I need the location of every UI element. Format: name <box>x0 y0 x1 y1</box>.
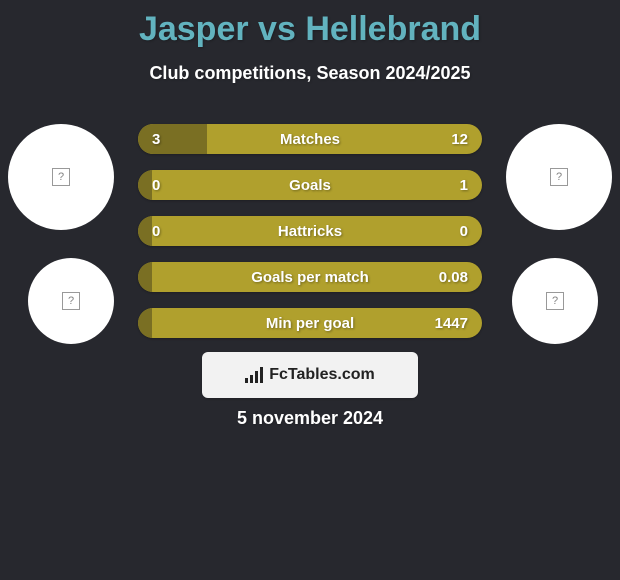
avatar-circle-top-right: ? <box>506 124 612 230</box>
stat-label: Min per goal <box>138 308 482 338</box>
stat-bar: 3 Matches 12 <box>138 124 482 154</box>
stat-right-value: 12 <box>451 124 468 154</box>
placeholder-image-icon: ? <box>546 292 564 310</box>
stat-right-value: 0 <box>460 216 468 246</box>
stat-bar: 0 Goals 1 <box>138 170 482 200</box>
placeholder-image-icon: ? <box>62 292 80 310</box>
stat-label: Goals <box>138 170 482 200</box>
stat-label: Goals per match <box>138 262 482 292</box>
stat-label: Hattricks <box>138 216 482 246</box>
stat-right-value: 1 <box>460 170 468 200</box>
avatar-circle-top-left: ? <box>8 124 114 230</box>
stat-bar: Min per goal 1447 <box>138 308 482 338</box>
logo-label: FcTables.com <box>269 366 375 384</box>
stat-right-value: 1447 <box>435 308 468 338</box>
player2-name: Hellebrand <box>305 10 481 48</box>
logo-text: FcTables.com <box>245 366 375 384</box>
page-title: Jasper vs Hellebrand <box>0 0 620 49</box>
placeholder-image-icon: ? <box>52 168 70 186</box>
avatar-circle-bottom-left: ? <box>28 258 114 344</box>
vs-label: vs <box>258 10 296 48</box>
placeholder-image-icon: ? <box>550 168 568 186</box>
stat-label: Matches <box>138 124 482 154</box>
date-label: 5 november 2024 <box>0 408 620 429</box>
source-logo: FcTables.com <box>202 352 418 398</box>
avatar-circle-bottom-right: ? <box>512 258 598 344</box>
stat-bar: Goals per match 0.08 <box>138 262 482 292</box>
stat-bar: 0 Hattricks 0 <box>138 216 482 246</box>
subtitle: Club competitions, Season 2024/2025 <box>0 63 620 84</box>
stat-right-value: 0.08 <box>439 262 468 292</box>
player1-name: Jasper <box>139 10 249 48</box>
comparison-infographic: Jasper vs Hellebrand Club competitions, … <box>0 0 620 580</box>
stat-bars: 3 Matches 12 0 Goals 1 0 Hattricks 0 Goa… <box>138 124 482 354</box>
chart-icon <box>245 367 263 383</box>
